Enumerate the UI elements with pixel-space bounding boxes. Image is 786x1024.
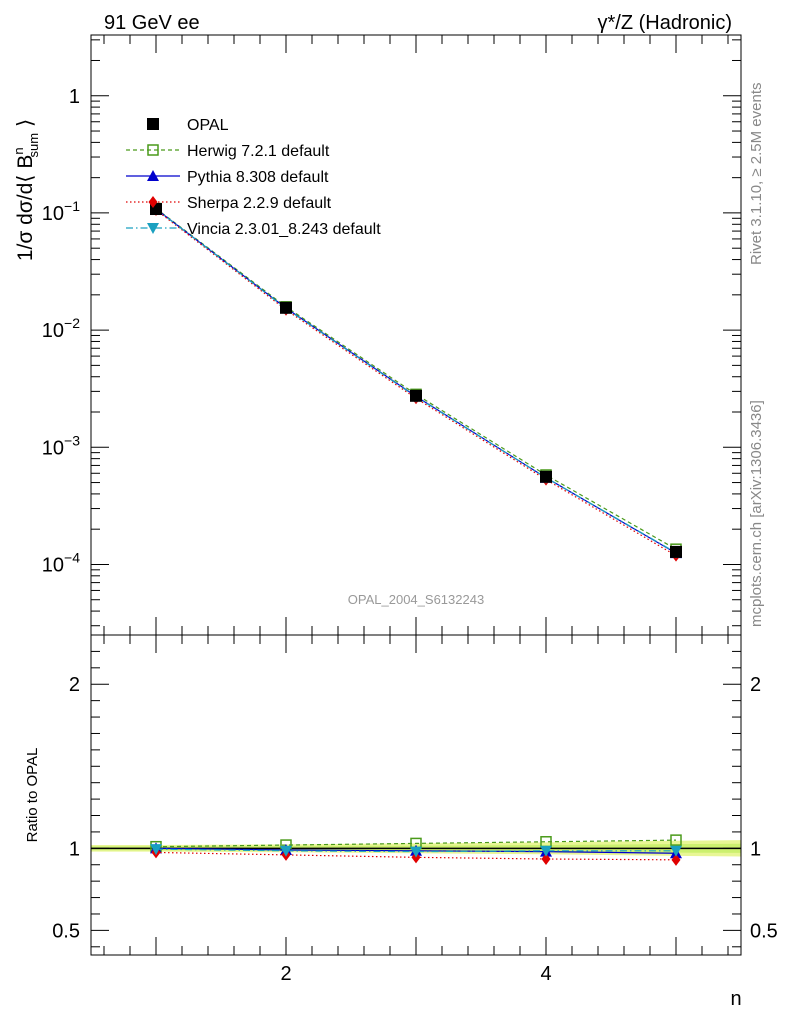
series-line-herwig-7-2-1-default bbox=[155, 208, 677, 550]
legend-marker-vincia-2-3-01-8-243-default bbox=[147, 223, 159, 234]
y-axis-label-main: 1/σ dσ/d⟨ Bnsum ⟩ bbox=[11, 119, 41, 261]
ratio-point-vincia-2-3-01-8-243-default bbox=[410, 846, 422, 858]
y-tick-label-right: 0.5 bbox=[750, 920, 778, 942]
y-tick-label: 10−4 bbox=[42, 549, 80, 576]
legend-marker-pythia-8-308-default bbox=[147, 170, 159, 181]
point-opal bbox=[280, 301, 292, 314]
y-tick-label: 1 bbox=[69, 838, 80, 860]
ratio-point-sherpa-2-2-9-default bbox=[671, 853, 681, 866]
legend-label-herwig-7-2-1-default: Herwig 7.2.1 default bbox=[187, 143, 330, 160]
mcplots-label: mcplots.cern.ch [arXiv:1306.3436] bbox=[748, 400, 765, 627]
legend-label-pythia-8-308-default: Pythia 8.308 default bbox=[187, 169, 329, 186]
legend-marker-sherpa-2-2-9-default bbox=[148, 196, 158, 208]
legend: OPAL Herwig 7.2.1 default Pythia 8.308 def… bbox=[126, 117, 381, 238]
series-group bbox=[150, 202, 682, 866]
x-axis-label: n bbox=[730, 988, 741, 1010]
y-axis-label-ratio: Ratio to OPAL bbox=[24, 748, 41, 843]
ratio-point-vincia-2-3-01-8-243-default bbox=[150, 844, 162, 856]
ratio-point-herwig-7-2-1-default bbox=[670, 834, 682, 846]
y-tick-label: 10−1 bbox=[42, 198, 80, 225]
y-tick-label: 10−3 bbox=[42, 432, 80, 459]
y-tick-label: 0.5 bbox=[52, 920, 80, 942]
header-right: γ*/Z (Hadronic) bbox=[598, 12, 732, 34]
point-opal bbox=[670, 545, 682, 558]
y-tick-label: 2 bbox=[69, 674, 80, 696]
ratio-point-sherpa-2-2-9-default bbox=[541, 853, 551, 865]
x-tick-label: 2 bbox=[280, 963, 291, 985]
ratio-point-vincia-2-3-01-8-243-default bbox=[670, 845, 682, 857]
ratio-frame bbox=[90, 634, 742, 956]
y-tick-label: 1 bbox=[69, 86, 80, 108]
axis-ticks: 2 4 1 10−1 10−2 10−3 10−4 0.5 0.5 1 1 2 2 bbox=[42, 35, 778, 985]
header-left: 91 GeV ee bbox=[104, 12, 200, 34]
ratio-point-vincia-2-3-01-8-243-default bbox=[280, 845, 292, 857]
x-tick-label: 4 bbox=[540, 963, 551, 985]
point-opal bbox=[540, 470, 552, 483]
ratio-point-vincia-2-3-01-8-243-default bbox=[540, 845, 552, 857]
legend-marker-opal bbox=[147, 118, 159, 130]
series-line-vincia-2-3-01-8-243-default bbox=[155, 208, 677, 554]
legend-label-vincia-2-3-01-8-243-default: Vincia 2.3.01_8.243 default bbox=[187, 221, 381, 238]
series-line-pythia-8-308-default bbox=[155, 208, 677, 554]
y-tick-label-right: 2 bbox=[750, 674, 761, 696]
analysis-id: OPAL_2004_S6132243 bbox=[348, 592, 484, 607]
series-line-sherpa-2-2-9-default bbox=[155, 209, 677, 557]
legend-label-sherpa-2-2-9-default: Sherpa 2.2.9 default bbox=[187, 195, 332, 212]
legend-marker-herwig-7-2-1-default bbox=[147, 144, 159, 156]
y-tick-label-right: 1 bbox=[750, 838, 761, 860]
legend-label-opal: OPAL bbox=[187, 117, 229, 134]
point-opal bbox=[410, 389, 422, 402]
y-tick-label: 10−2 bbox=[42, 315, 80, 342]
rivet-label: Rivet 3.1.10, ≥ 2.5M events bbox=[748, 83, 765, 266]
ratio-line-herwig-7-2-1-default bbox=[155, 839, 677, 848]
